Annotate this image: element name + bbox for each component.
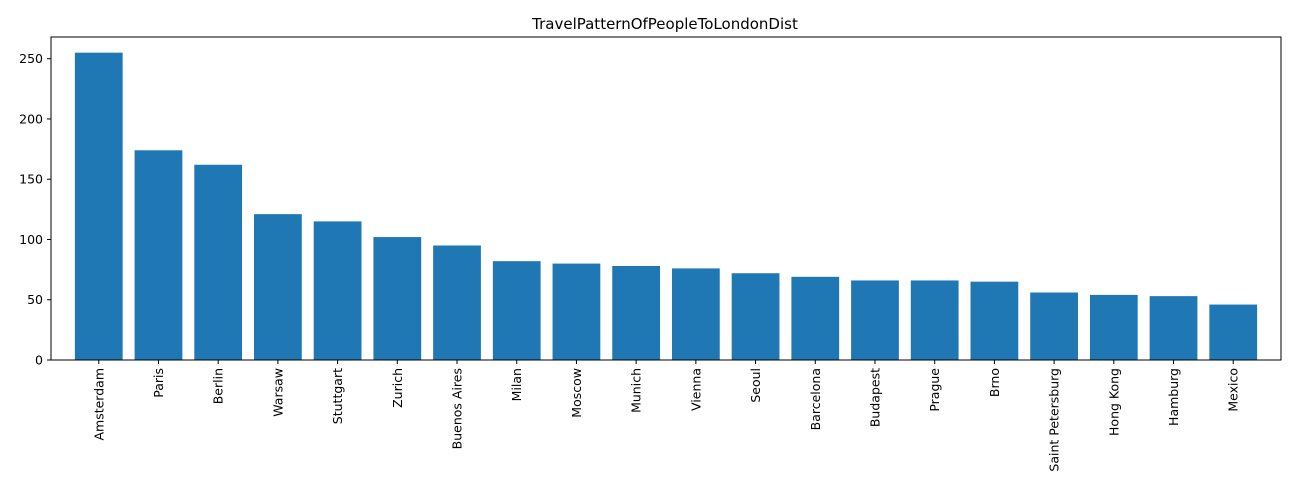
bar-warsaw [254, 214, 302, 360]
x-tick-label: Brno [987, 368, 1002, 397]
x-tick-label: Berlin [211, 368, 226, 404]
y-tick-label: 250 [19, 51, 43, 66]
chart-title: TravelPatternOfPeopleToLondonDist [531, 15, 798, 33]
y-axis: 0 50 100 150 200 250 [19, 51, 51, 368]
bar-paris [134, 150, 183, 360]
bar-munich [612, 265, 661, 360]
plot-frame [50, 36, 1282, 361]
bars-group [74, 52, 1258, 361]
bar-moscow [552, 263, 601, 360]
x-tick-label: Hong Kong [1106, 368, 1121, 436]
x-tick-label: Mexico [1226, 368, 1241, 412]
bar-brno [970, 281, 1019, 360]
x-tick-label: Vienna [688, 368, 703, 411]
bar-zurich [373, 237, 422, 360]
x-axis: Amsterdam Paris Berlin Warsaw Stuttgart Zuric… [91, 360, 1241, 472]
bar-prague [910, 280, 959, 360]
bar-buenos-aires [433, 245, 481, 360]
x-tick-label: Budapest [867, 368, 882, 427]
x-tick-label: Barcelona [808, 368, 823, 430]
bar-seoul [731, 273, 780, 360]
bar-stuttgart [313, 221, 362, 360]
x-tick-label: Zurich [390, 368, 405, 408]
x-tick-label: Paris [151, 368, 166, 398]
x-tick-label: Milan [509, 368, 524, 401]
bar-hamburg [1149, 296, 1198, 360]
bar-berlin [194, 164, 243, 360]
x-tick-label: Munich [629, 368, 644, 413]
y-tick-label: 0 [35, 353, 43, 368]
y-tick-label: 200 [19, 111, 43, 126]
x-tick-label: Seoul [748, 368, 763, 403]
x-tick-label: Hamburg [1166, 368, 1181, 426]
bar-budapest [851, 280, 899, 360]
bar-hong-kong [1089, 294, 1138, 360]
x-tick-label: Moscow [569, 368, 584, 418]
bar-milan [492, 261, 541, 360]
x-tick-label: Stuttgart [330, 368, 345, 424]
bar-barcelona [791, 276, 840, 360]
bar-vienna [671, 268, 720, 360]
y-tick-label: 100 [19, 232, 43, 247]
y-tick-label: 150 [19, 172, 43, 187]
x-tick-label: Warsaw [270, 368, 285, 417]
y-tick-label: 50 [27, 292, 43, 307]
bar-amsterdam [74, 52, 123, 361]
bar-mexico [1209, 304, 1258, 360]
x-tick-label: Saint Petersburg [1047, 368, 1062, 472]
x-tick-label: Prague [927, 368, 942, 412]
bar-saint-petersburg [1030, 292, 1078, 360]
x-tick-label: Buenos Aires [450, 368, 465, 449]
x-tick-label: Amsterdam [91, 368, 106, 441]
